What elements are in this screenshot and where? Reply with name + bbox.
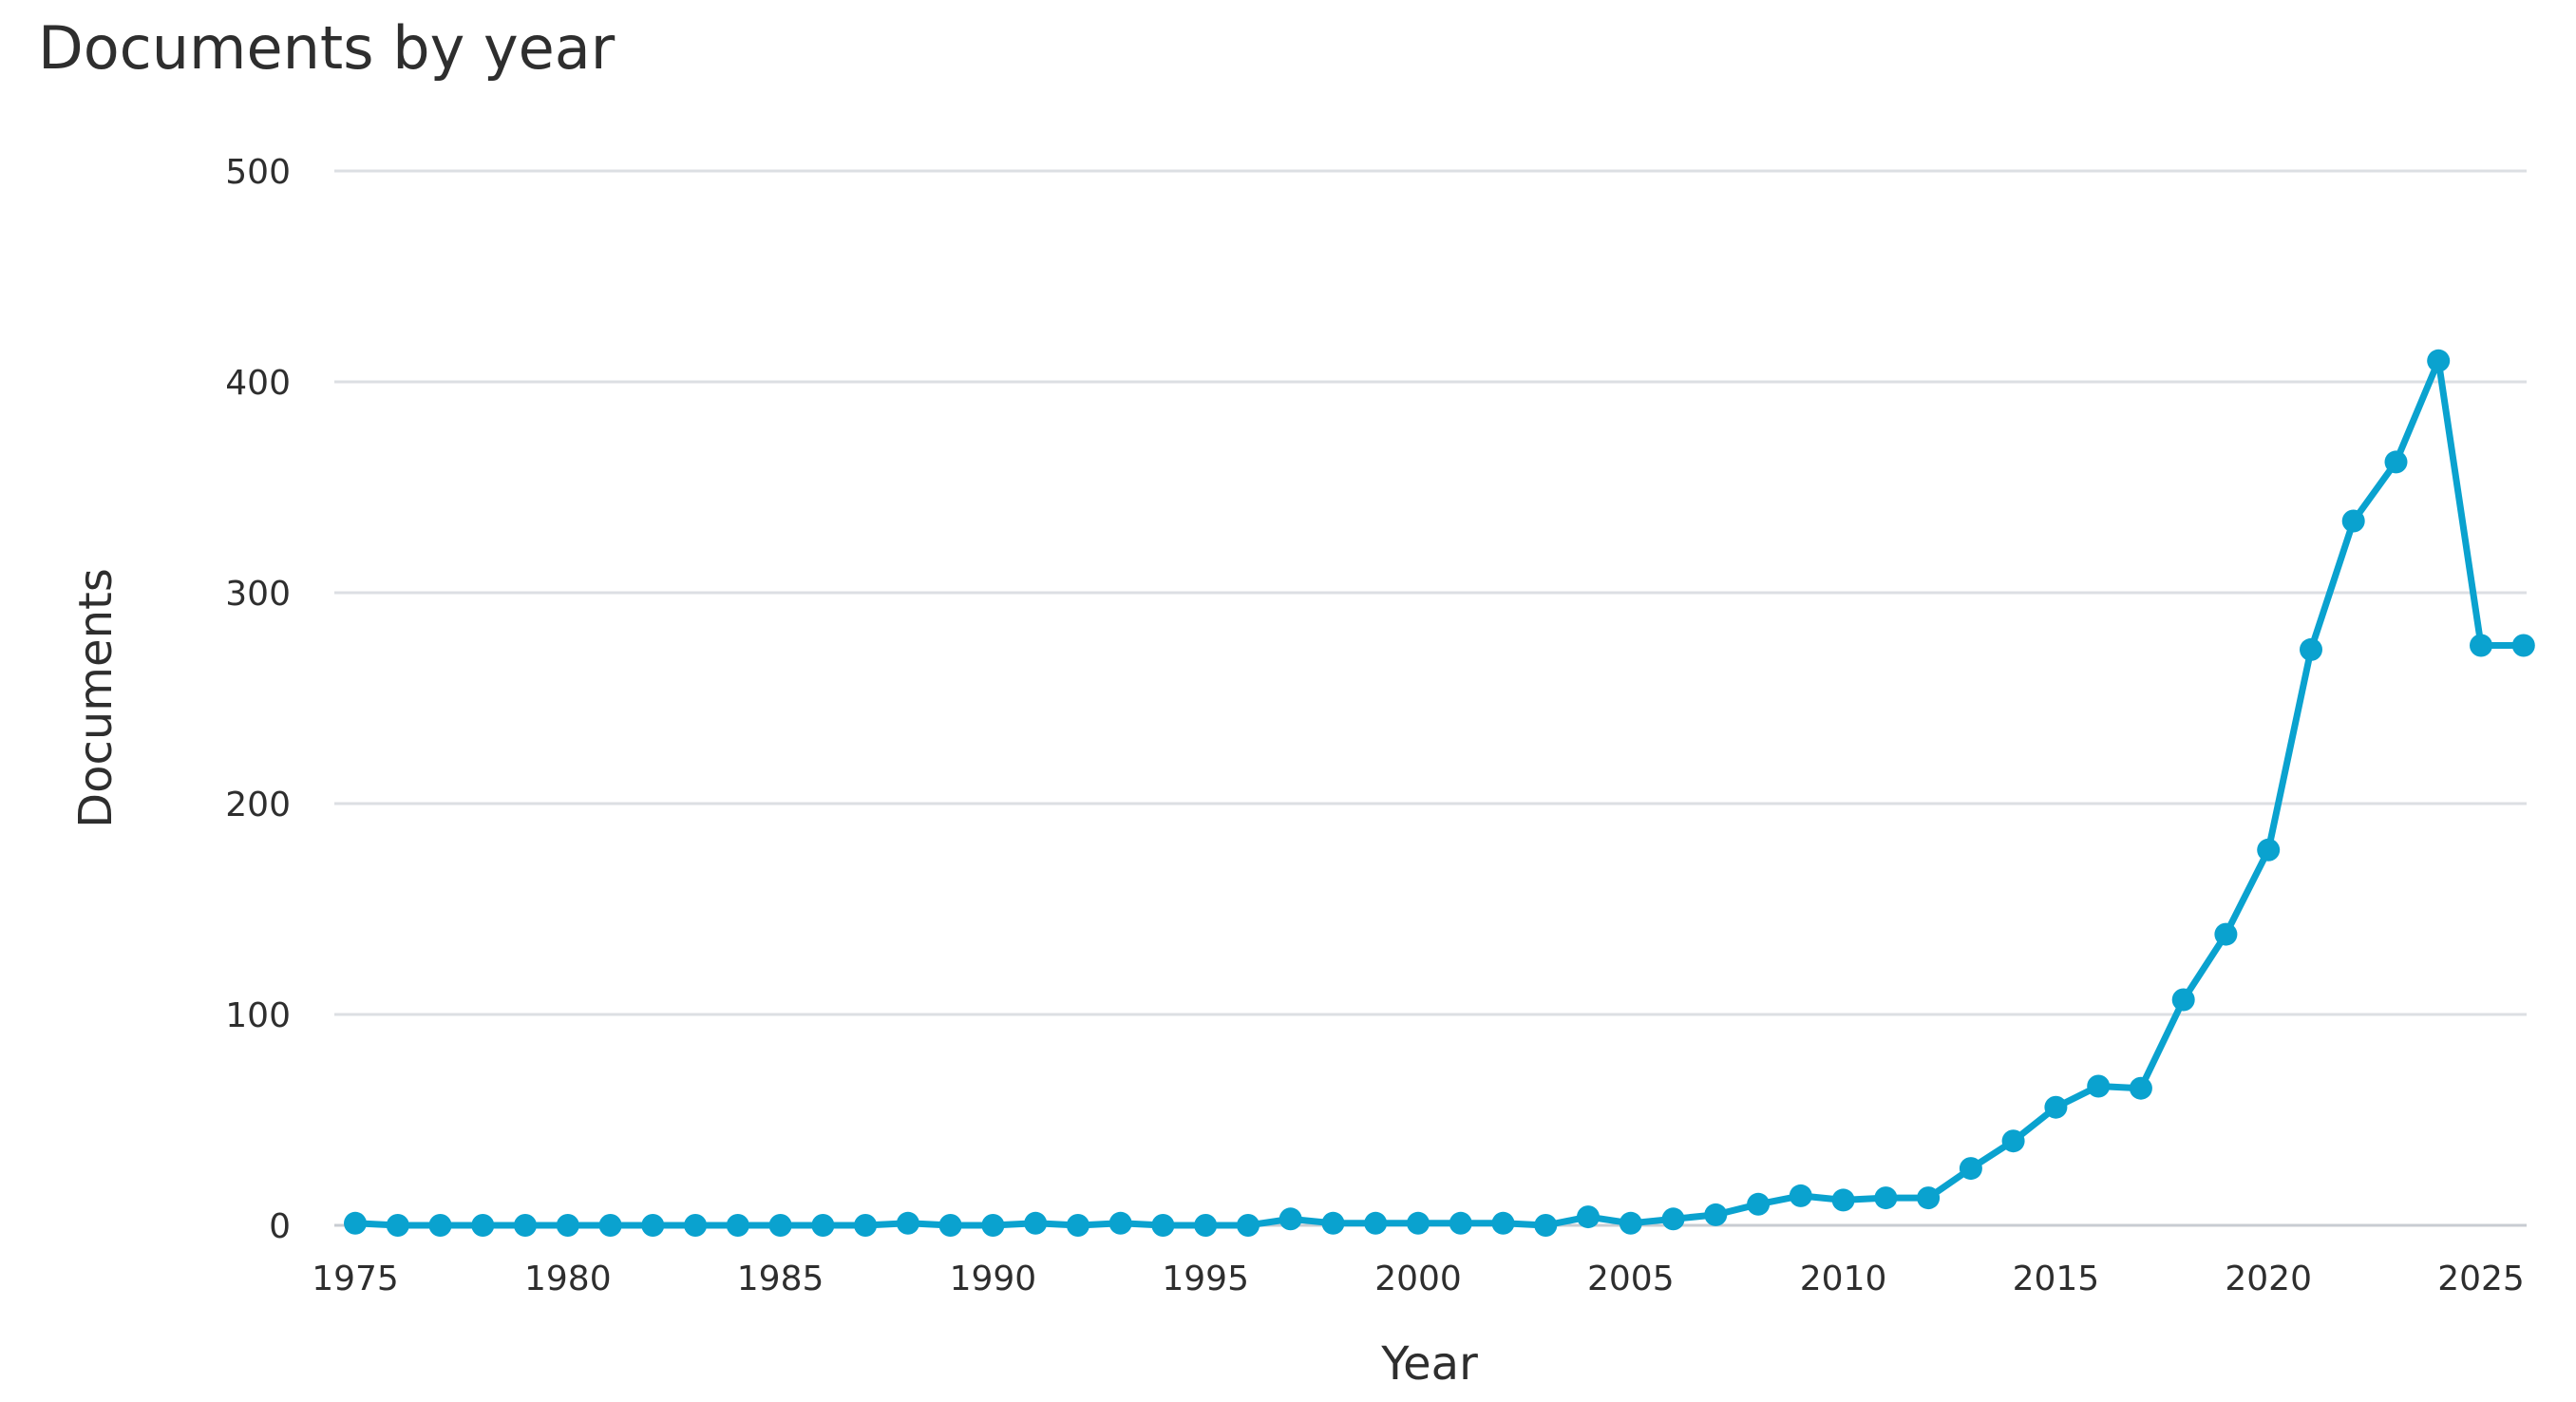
- x-tick-label: 1980: [524, 1260, 612, 1298]
- data-point-1994[interactable]: [1151, 1214, 1175, 1237]
- x-tick-label: 2015: [2013, 1260, 2100, 1298]
- x-tick-label: 2005: [1587, 1260, 1675, 1298]
- x-tick-label: 2020: [2225, 1260, 2312, 1298]
- data-point-2024[interactable]: [2427, 349, 2451, 372]
- data-point-2019[interactable]: [2214, 922, 2238, 946]
- data-point-2017[interactable]: [2129, 1076, 2152, 1100]
- data-point-1982[interactable]: [641, 1214, 665, 1237]
- data-point-1977[interactable]: [428, 1214, 452, 1237]
- data-point-1978[interactable]: [471, 1214, 495, 1237]
- data-point-2010[interactable]: [1831, 1188, 1855, 1212]
- data-point-2023[interactable]: [2384, 450, 2408, 474]
- data-point-2004[interactable]: [1577, 1205, 1600, 1229]
- data-point-2018[interactable]: [2171, 988, 2195, 1012]
- data-point-1987[interactable]: [854, 1214, 878, 1237]
- data-point-2006[interactable]: [1661, 1207, 1685, 1231]
- data-point-2020[interactable]: [2257, 838, 2281, 862]
- data-point-1985[interactable]: [768, 1214, 792, 1237]
- data-point-1999[interactable]: [1364, 1211, 1388, 1235]
- data-point-1981[interactable]: [598, 1214, 622, 1237]
- y-tick-label: 200: [225, 786, 291, 824]
- series-layer: [344, 349, 2535, 1237]
- data-point-1993[interactable]: [1108, 1211, 1132, 1235]
- data-point-1995[interactable]: [1194, 1214, 1218, 1237]
- data-point-1979[interactable]: [514, 1214, 537, 1237]
- data-point-1980[interactable]: [556, 1214, 579, 1237]
- x-tick-label: 2025: [2437, 1260, 2525, 1298]
- y-tick-label: 500: [225, 153, 291, 192]
- data-point-2011[interactable]: [1874, 1186, 1898, 1210]
- data-point-1990[interactable]: [981, 1214, 1005, 1237]
- data-point-1976[interactable]: [386, 1214, 409, 1237]
- data-point-2014[interactable]: [2001, 1129, 2025, 1153]
- data-point-2021[interactable]: [2300, 637, 2322, 661]
- data-point-1983[interactable]: [684, 1214, 708, 1237]
- data-point-1975[interactable]: [344, 1211, 367, 1235]
- axis-layer: 0 100 200 300 400 500 1975 1980 1985 1990 1995 2000…: [225, 153, 2525, 1298]
- x-tick-label: 2000: [1374, 1260, 1462, 1298]
- data-point-2002[interactable]: [1491, 1211, 1515, 1235]
- data-point-2025[interactable]: [2470, 634, 2492, 657]
- y-tick-label: 300: [225, 575, 291, 614]
- x-axis-label: Year: [1380, 1337, 1478, 1391]
- data-point-1986[interactable]: [811, 1214, 835, 1237]
- data-point-1988[interactable]: [896, 1211, 919, 1235]
- grid-layer: [334, 169, 2527, 1227]
- data-point-2008[interactable]: [1747, 1192, 1771, 1216]
- data-point-1992[interactable]: [1066, 1214, 1089, 1237]
- data-point-1998[interactable]: [1321, 1211, 1345, 1235]
- data-point-2007[interactable]: [1704, 1203, 1728, 1226]
- y-tick-label: 0: [269, 1207, 291, 1246]
- x-tick-label: 1990: [950, 1260, 1037, 1298]
- data-point-2012[interactable]: [1917, 1186, 1941, 1210]
- chart-title: Documents by year: [38, 13, 616, 83]
- data-point-2000[interactable]: [1407, 1211, 1430, 1235]
- x-tick-label: 2010: [1800, 1260, 1887, 1298]
- data-point-1989[interactable]: [938, 1214, 962, 1237]
- data-point-2005[interactable]: [1619, 1211, 1642, 1235]
- y-tick-label: 100: [225, 996, 291, 1035]
- y-tick-label: 400: [225, 364, 291, 403]
- data-point-2003[interactable]: [1534, 1214, 1558, 1237]
- x-tick-label: 1995: [1162, 1260, 1249, 1298]
- data-point-1996[interactable]: [1237, 1214, 1260, 1237]
- data-point-2022[interactable]: [2341, 509, 2365, 533]
- data-point-2016[interactable]: [2087, 1074, 2111, 1098]
- x-tick-label: 1985: [737, 1260, 824, 1298]
- data-point-1991[interactable]: [1024, 1211, 1048, 1235]
- series-line: [351, 357, 2528, 1229]
- data-point-1997[interactable]: [1279, 1207, 1302, 1231]
- data-point-1984[interactable]: [726, 1214, 749, 1237]
- data-point-2009[interactable]: [1789, 1184, 1812, 1207]
- data-point-2026[interactable]: [2511, 634, 2535, 657]
- y-axis-label: Documents: [69, 568, 123, 828]
- x-tick-label: 1975: [312, 1260, 399, 1298]
- data-point-2013[interactable]: [1959, 1157, 1982, 1181]
- data-point-2001[interactable]: [1449, 1211, 1472, 1235]
- data-point-2015[interactable]: [2044, 1095, 2068, 1119]
